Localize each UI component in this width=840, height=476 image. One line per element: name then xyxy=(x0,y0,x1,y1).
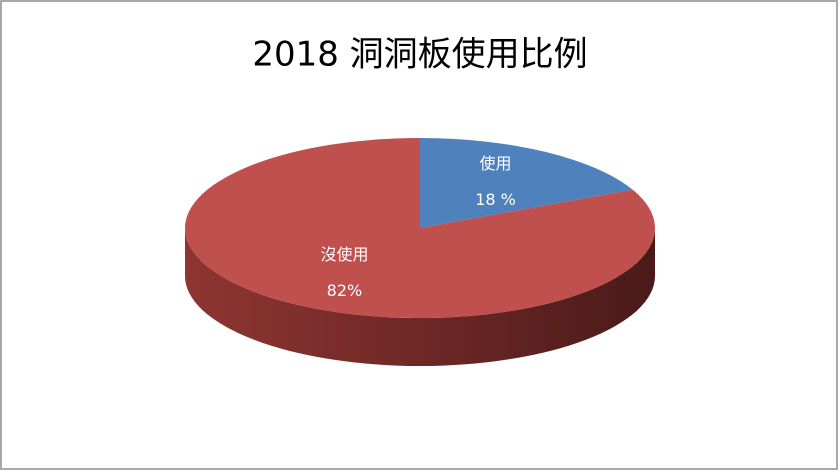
slice-value-label: 82% xyxy=(327,281,363,300)
slice-category-label: 使用 xyxy=(480,154,512,173)
pie-slice xyxy=(184,138,655,318)
chart-title: 2018 洞洞板使用比例 xyxy=(252,35,587,75)
slice-value-label: 18 % xyxy=(475,190,516,209)
pie-slice-side xyxy=(185,228,655,366)
slice-category-label: 沒使用 xyxy=(320,245,368,264)
pie-slice xyxy=(420,138,633,228)
